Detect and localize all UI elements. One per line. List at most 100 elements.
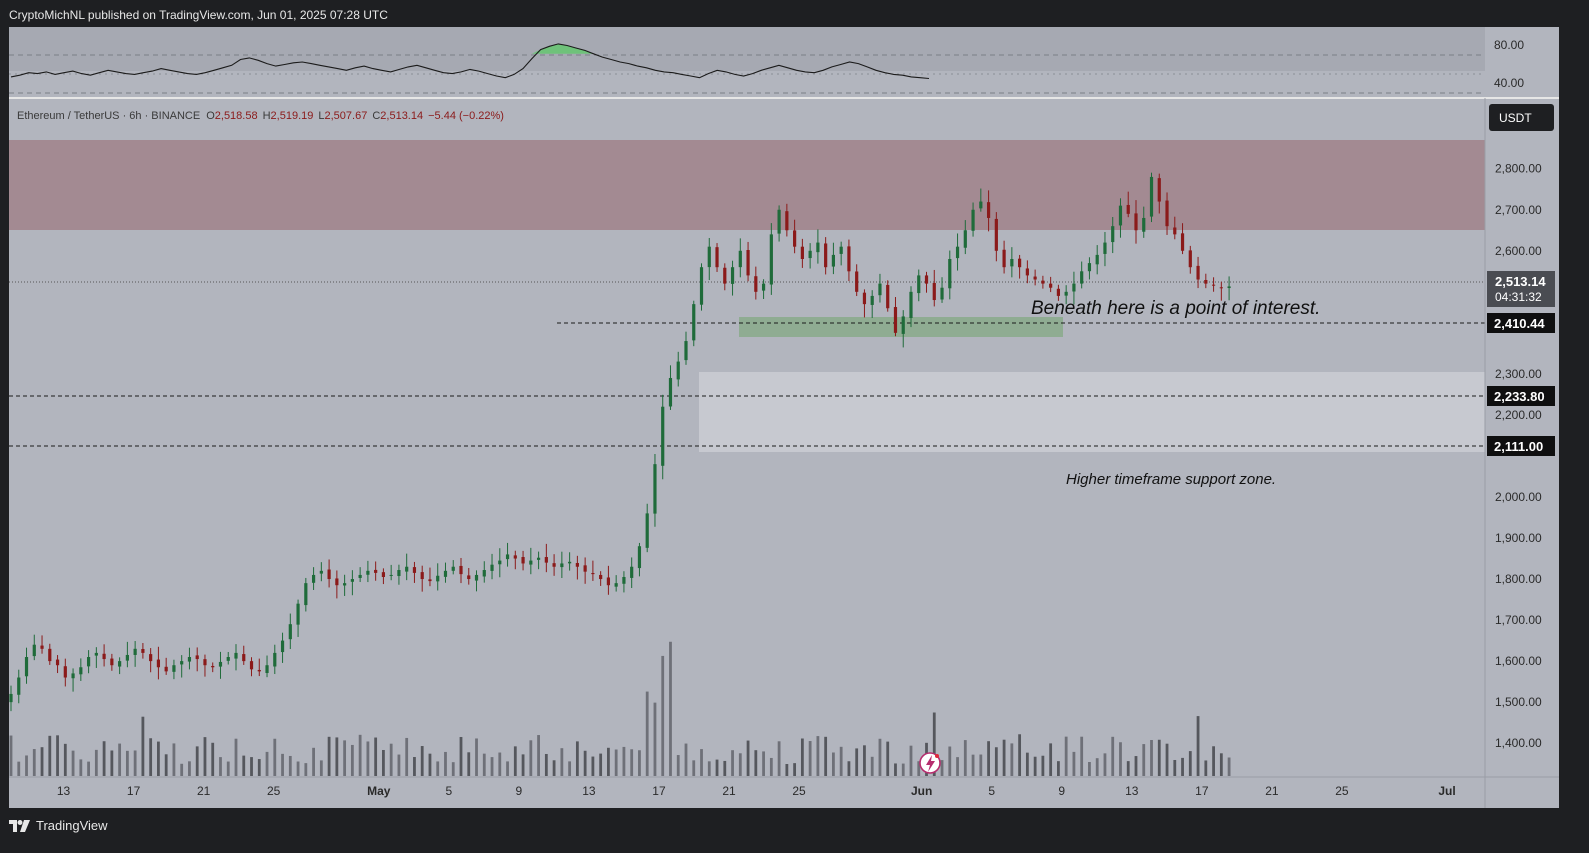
candle-body	[707, 246, 711, 268]
volume-bar	[1002, 739, 1006, 776]
volume-bar	[63, 743, 67, 776]
candle-body	[777, 209, 781, 234]
candle-body	[513, 555, 517, 559]
volume-bar	[250, 757, 253, 776]
candle-body	[994, 218, 998, 251]
candle-body	[932, 282, 936, 301]
candle-body	[1041, 280, 1045, 284]
volume-bar	[956, 757, 959, 776]
lightning-icon[interactable]	[919, 752, 941, 774]
candle-body	[55, 659, 60, 666]
tradingview-logo[interactable]: TradingView	[9, 818, 108, 833]
time-label: 13	[1125, 784, 1139, 798]
candle-body	[1072, 283, 1076, 292]
candle-body	[490, 564, 494, 571]
time-axis[interactable]: 13 17 21 25 May 5 9 13 17 21 25 Jun 5 9 13 17 21 25 Jul	[9, 776, 1559, 798]
support-annotation: Higher timeframe support zone.	[1066, 471, 1276, 488]
candle-body	[591, 573, 595, 575]
volume-bar	[1227, 757, 1231, 776]
volume-bar	[762, 751, 765, 776]
candle-body	[1227, 286, 1231, 289]
candle-body	[730, 267, 735, 284]
volume-bar	[513, 746, 517, 776]
candle-body	[1103, 242, 1107, 254]
price-tick-label: 2,800.00	[1495, 162, 1542, 176]
candle-body	[1118, 205, 1123, 226]
volume-bar	[87, 761, 90, 776]
candle-body	[870, 295, 874, 305]
candle-body	[785, 211, 789, 231]
volume-bar	[599, 753, 603, 776]
volume-bar	[102, 741, 106, 776]
currency-button[interactable]	[1489, 104, 1554, 131]
candle-body	[203, 659, 207, 666]
time-label: Jul	[1438, 784, 1455, 798]
time-label: 17	[127, 784, 141, 798]
candle-body	[257, 669, 261, 672]
volume-bar	[676, 755, 680, 776]
rsi-overbought-fill	[531, 43, 594, 54]
chart-frame[interactable]: 80.00 40.00 Ethereum / TetherUS · 6h · B…	[9, 27, 1559, 808]
volume-bar	[1064, 736, 1068, 776]
candle-body	[1064, 291, 1068, 296]
candle-body	[552, 563, 556, 567]
last-price-label: 2,513.14	[1495, 274, 1546, 289]
time-label: 5	[445, 784, 452, 798]
volume-bar	[180, 763, 184, 776]
candle-body	[1126, 204, 1130, 214]
volume-bar	[847, 761, 851, 776]
candle-body	[24, 657, 29, 677]
close-value: 2,513.14	[380, 110, 423, 122]
volume-bar	[319, 760, 323, 776]
volume-bar	[125, 750, 129, 776]
volume-bar	[234, 738, 238, 776]
footer: TradingView	[0, 810, 1589, 853]
volume-bar	[1157, 739, 1161, 776]
volume-bar	[746, 740, 750, 776]
candle-body	[715, 247, 719, 268]
candle-body	[529, 560, 533, 565]
volume-bar	[350, 744, 354, 776]
volume-bar	[17, 761, 21, 776]
candle-body	[824, 243, 828, 268]
time-label: 25	[792, 784, 806, 798]
candle-body	[412, 567, 417, 573]
rsi-pane: 80.00 40.00	[9, 27, 1524, 94]
candles	[9, 172, 1231, 712]
chart-canvas[interactable]: 80.00 40.00 Ethereum / TetherUS · 6h · B…	[9, 27, 1559, 808]
volume-bar	[529, 740, 533, 776]
price-scale[interactable]: 2,800.00 2,700.00 2,600.00 2,300.00 2,200.00…	[1484, 98, 1555, 808]
volume-bar	[413, 757, 416, 776]
volume-bar	[785, 763, 789, 776]
candle-body	[249, 661, 254, 670]
volume-bar	[645, 691, 649, 776]
volume-bar	[971, 754, 975, 776]
candle-body	[568, 561, 572, 564]
candle-body	[1188, 250, 1192, 268]
volume-bar	[909, 745, 913, 776]
volume-bar	[506, 761, 509, 776]
candle-body	[405, 566, 409, 572]
volume-bar	[242, 755, 246, 776]
volume-bar	[575, 741, 579, 776]
volume-bar	[25, 755, 28, 776]
price-tick-label: 1,800.00	[1495, 572, 1542, 586]
volume-bar	[56, 735, 59, 776]
volume-bar	[707, 761, 711, 776]
volume-bar	[863, 745, 866, 776]
volume-bar	[1095, 758, 1099, 776]
volume-bar	[459, 736, 463, 776]
candle-body	[133, 648, 137, 655]
candle-body	[808, 250, 812, 259]
poi-annotation: Beneath here is a point of interest.	[1031, 298, 1320, 319]
candle-body	[156, 659, 161, 668]
volume-bar	[335, 737, 339, 776]
candle-body	[1219, 287, 1223, 289]
candle-body	[273, 652, 277, 667]
candle-body	[855, 271, 859, 292]
candle-body	[622, 576, 626, 584]
volume-bar	[870, 756, 874, 776]
candle-body	[1211, 284, 1216, 286]
candle-body	[443, 570, 448, 577]
volume-bar	[1057, 761, 1060, 776]
